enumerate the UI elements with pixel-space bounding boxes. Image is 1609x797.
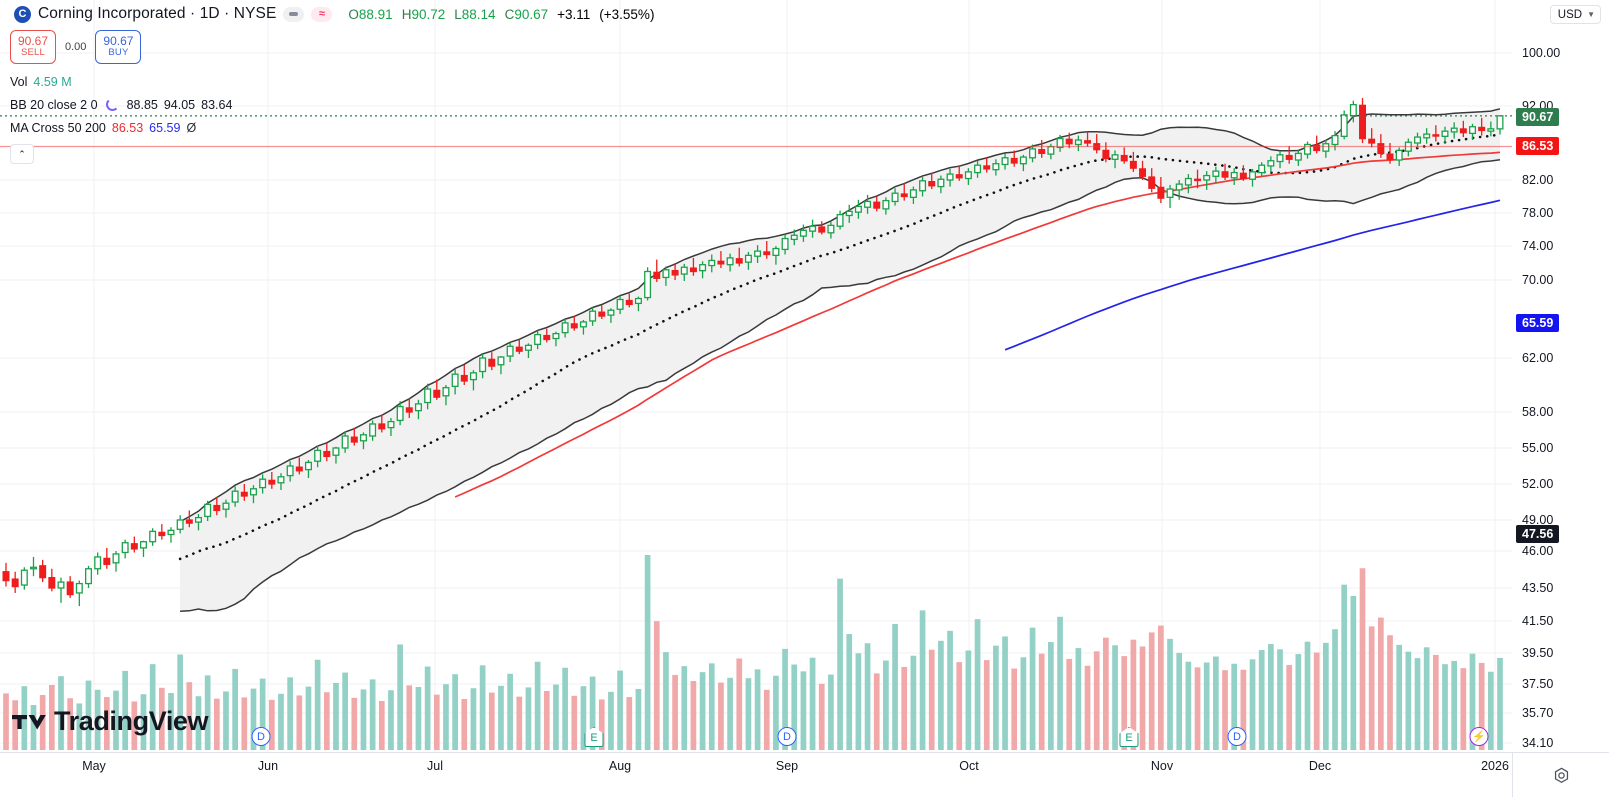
time-tick-aug: Aug (608, 759, 632, 773)
bb-lower-value: 83.64 (201, 97, 233, 112)
legend-volume[interactable]: Vol 4.59 M (10, 70, 232, 93)
price-tick-2: 82.00 (1522, 173, 1554, 187)
volume-label: Vol (10, 74, 28, 89)
price-tick-7: 58.00 (1522, 405, 1554, 419)
time-tick-may: May (82, 759, 106, 773)
price-tick-6: 62.00 (1522, 351, 1554, 365)
price-chip-green: 90.67 (1516, 108, 1560, 126)
price-chip-red: 86.53 (1516, 137, 1560, 155)
low-value: 88.14 (461, 6, 496, 22)
volume-histogram (3, 555, 1503, 750)
loading-spinner-icon (105, 98, 119, 111)
price-scale[interactable]: 100.00 92.00 82.00 78.00 74.00 70.00 62.00 58.0… (1512, 0, 1609, 752)
price-tick-15: 37.50 (1522, 677, 1554, 691)
chart-header: C Corning Incorporated · 1D · NYSE ≈ O88… (0, 0, 1609, 28)
wave-indicator-icon[interactable]: ≈ (311, 6, 333, 22)
bb-upper-value: 94.05 (163, 97, 196, 112)
ma-slow-value: 65.59 (149, 120, 181, 135)
time-tick-oct: Oct (959, 759, 979, 773)
price-tick-14: 39.50 (1522, 646, 1554, 660)
volume-value: 4.59 M (33, 74, 72, 89)
close-value: 90.67 (514, 6, 549, 22)
price-tick-3: 78.00 (1522, 206, 1554, 220)
price-tick-10: 49.00 (1522, 513, 1554, 527)
time-tick-nov: Nov (1150, 759, 1174, 773)
symbol-info[interactable]: C Corning Incorporated · 1D · NYSE ≈ (0, 5, 333, 23)
ma-50-line (454, 151, 1501, 498)
price-tick-11: 46.00 (1522, 544, 1554, 558)
price-tick-12: 43.50 (1522, 581, 1554, 595)
time-tick-sep: Sep (775, 759, 799, 773)
indicator-legend: Vol 4.59 M BB 20 close 2 0 88.85 94.05 8… (10, 70, 232, 164)
symbol-title[interactable]: Corning Incorporated · 1D · NYSE (38, 5, 277, 22)
currency-label: USD (1557, 8, 1583, 21)
dividend-marker-0[interactable]: D (251, 727, 271, 746)
time-tick-dec: Dec (1308, 759, 1332, 773)
price-tick-8: 55.00 (1522, 441, 1554, 455)
bollinger-lower-band (180, 159, 1501, 612)
sell-price: 90.67 (17, 34, 49, 49)
bollinger-band-fill (180, 108, 1501, 612)
bollinger-basis-line (178, 133, 1502, 561)
symbol-logo-icon: C (14, 5, 31, 23)
dividend-marker-4[interactable]: D (1227, 727, 1247, 746)
currency-selector[interactable]: USD ▼ (1549, 5, 1601, 24)
price-tick-9: 52.00 (1522, 477, 1554, 491)
close-label: C (504, 6, 515, 22)
price-chip-blue: 65.59 (1516, 314, 1560, 332)
ma-fast-value: 86.53 (111, 120, 144, 135)
time-scale[interactable]: May Jun Jul Aug Sep Oct Nov Dec 2026 (0, 752, 1512, 797)
collapse-legend-button[interactable]: ⌃ (10, 144, 34, 164)
time-tick-jul: Jul (427, 759, 443, 773)
change-value: +3.11 (557, 6, 591, 22)
price-tick-16: 35.70 (1522, 706, 1554, 720)
ma-extra-value: Ø (186, 120, 197, 135)
chart-settings-corner[interactable] (1512, 752, 1609, 797)
price-tick-0: 100.00 (1522, 46, 1561, 60)
price-tick-13: 41.50 (1522, 614, 1554, 628)
chevron-down-icon: ▼ (1587, 10, 1595, 19)
earnings-marker-1[interactable]: E (584, 727, 604, 747)
low-label: L (454, 6, 462, 22)
candlesticks[interactable] (2, 98, 1504, 607)
price-chart-canvas[interactable] (0, 0, 1512, 752)
time-tick-2026: 2026 (1481, 759, 1509, 773)
high-label: H (401, 6, 412, 22)
flash-marker-5[interactable]: ⚡ (1469, 727, 1489, 746)
earnings-marker-3[interactable]: E (1119, 727, 1139, 747)
time-tick-jun: Jun (257, 759, 279, 773)
crosshair-target-icon (1554, 767, 1568, 783)
legend-bollinger-bands[interactable]: BB 20 close 2 0 88.85 94.05 83.64 (10, 93, 232, 116)
price-tick-5: 70.00 (1522, 273, 1554, 287)
dividend-marker-2[interactable]: D (777, 727, 797, 746)
bb-basis-value: 88.85 (126, 97, 158, 112)
bar-style-icon[interactable] (283, 6, 305, 22)
price-tick-17: 34.10 (1522, 736, 1554, 750)
ma-label: MA Cross 50 200 (10, 120, 106, 135)
bb-label: BB 20 close 2 0 (10, 97, 98, 112)
legend-ma-cross[interactable]: MA Cross 50 200 86.53 65.59 Ø (10, 116, 232, 139)
ma-200-line (1004, 199, 1501, 351)
buy-price: 90.67 (103, 34, 134, 49)
sell-label: SELL (20, 47, 46, 59)
high-value: 90.72 (411, 6, 446, 22)
spread-value: 0.00 (65, 41, 87, 53)
ohlc-readout: O88.91 H90.72 L88.14 C90.67 +3.11 (+3.55… (348, 7, 654, 22)
open-label: O (348, 6, 359, 22)
sell-button[interactable]: 90.67 SELL (10, 30, 56, 64)
trade-buttons: 90.67 SELL 0.00 90.67 BUY (10, 30, 142, 64)
price-chip-black: 47.56 (1516, 525, 1560, 543)
price-tick-4: 74.00 (1522, 239, 1554, 253)
buy-label: BUY (108, 47, 129, 59)
open-value: 88.91 (358, 6, 393, 22)
change-percent: (+3.55%) (599, 6, 655, 22)
buy-button[interactable]: 90.67 BUY (95, 30, 142, 64)
